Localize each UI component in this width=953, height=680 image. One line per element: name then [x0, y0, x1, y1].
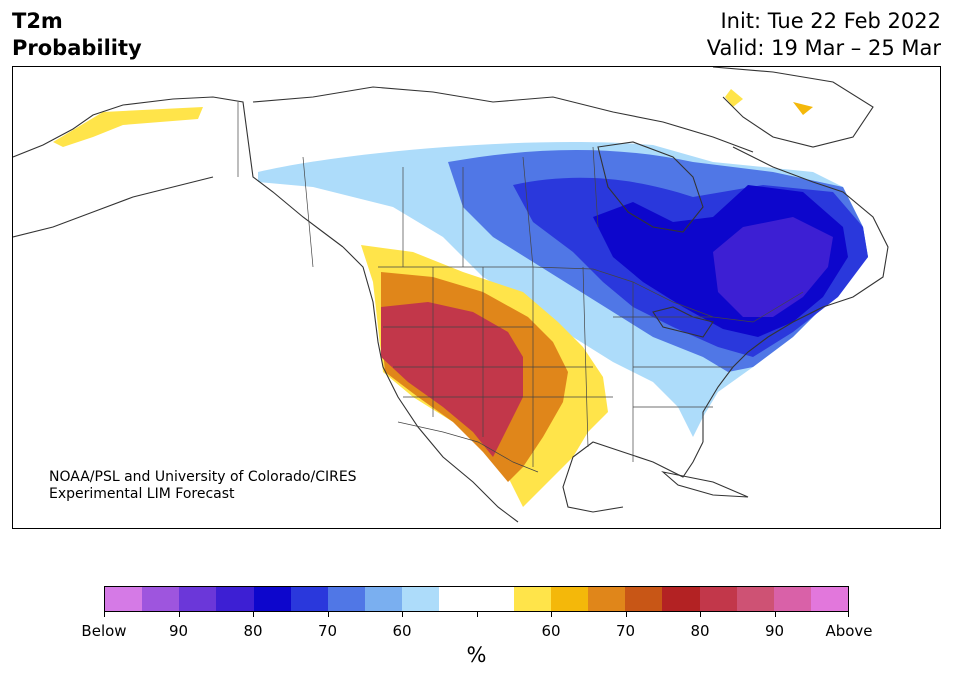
credit-line-1: NOAA/PSL and University of Colorado/CIRE…: [49, 469, 357, 485]
colorbar-tick: [327, 612, 329, 617]
colorbar-segment: [105, 587, 143, 611]
colorbar-segment: [699, 587, 737, 611]
us-canada-border: [378, 266, 804, 323]
above-normal-shading: [53, 89, 813, 507]
colorbar-segment: [290, 587, 328, 611]
colorbar-tick: [476, 612, 478, 617]
colorbar-ticks: [104, 612, 849, 620]
credit-text: NOAA/PSL and University of Colorado/CIRE…: [49, 469, 357, 503]
arctic-above-island-1: [725, 89, 743, 107]
date-info: Init: Tue 22 Feb 2022 Valid: 19 Mar – 25…: [707, 8, 941, 62]
colorbar-segment: [253, 587, 291, 611]
colorbar-segment: [662, 587, 700, 611]
colorbar-tick: [178, 612, 180, 617]
above-80-region: [381, 302, 523, 457]
north-coast: [252, 86, 754, 153]
colorbar-tick: [253, 612, 254, 617]
colorbar-tick: [700, 612, 701, 617]
product-label: Probability: [12, 36, 142, 60]
colorbar-tick-label: Above: [825, 622, 873, 640]
below-normal-shading: [258, 142, 868, 438]
map-canvas: [13, 67, 889, 523]
colorbar-tick-label: 80: [690, 622, 710, 640]
colorbar-segment: [773, 587, 811, 611]
coastlines: [13, 67, 889, 523]
colorbar-segment: [402, 587, 440, 611]
colorbar-segment: [513, 587, 551, 611]
arctic-above-region: [53, 107, 203, 147]
init-date: Init: Tue 22 Feb 2022: [720, 9, 941, 33]
colorbar-tick-label: 60: [541, 622, 561, 640]
us-mexico-border: [397, 421, 539, 473]
valid-date: Valid: 19 Mar – 25 Mar: [706, 36, 941, 60]
colorbar-segment: [810, 587, 849, 611]
colorbar-segment: [216, 587, 254, 611]
colorbar-segment: [588, 587, 626, 611]
gulf-coast: [562, 441, 704, 513]
alaska-coast: [13, 96, 344, 248]
west-coast: [342, 246, 519, 523]
colorbar-tick: [551, 612, 552, 617]
colorbar-tick: [774, 612, 776, 617]
colorbar-unit-label: %: [466, 643, 487, 667]
colorbar-segment: [142, 587, 180, 611]
colorbar-tick-label: 70: [317, 622, 338, 640]
colorbar-segment: [365, 587, 403, 611]
colorbar-tick-label: Below: [81, 622, 127, 640]
colorbar-tick-label: 70: [615, 622, 636, 640]
colorbar-tick: [104, 612, 105, 617]
colorbar-tick: [848, 612, 849, 617]
colorbar-segment: [625, 587, 663, 611]
province-lines: [302, 146, 599, 268]
state-lines: [383, 266, 733, 467]
colorbar-tick: [625, 612, 627, 617]
colorbar-tick: [402, 612, 403, 617]
forecast-map: [12, 66, 941, 529]
variable-label: T2m: [12, 9, 63, 33]
colorbar-segment: [439, 587, 477, 611]
hudson-bay: [597, 141, 704, 233]
colorbar-segment: [327, 587, 366, 611]
colorbar-tick-label: 90: [168, 622, 189, 640]
borders: [237, 102, 804, 473]
colorbar-segment: [179, 587, 217, 611]
greenland-coast: [712, 67, 874, 148]
labrador-coast: [732, 146, 889, 308]
colorbar-segment: [736, 587, 774, 611]
east-coast: [702, 306, 824, 442]
colorbar-tick-label: 80: [243, 622, 263, 640]
colorbar: [104, 586, 849, 612]
colorbar-labels: Below 90 80 70 60 60 70 80 90 Above: [81, 622, 872, 640]
colorbar-segment: [476, 587, 514, 611]
arctic-above-island-2: [793, 102, 813, 115]
colorbar-segment: [550, 587, 589, 611]
credit-line-2: Experimental LIM Forecast: [49, 486, 235, 502]
map-title: T2m Probability: [12, 8, 142, 62]
cuba: [661, 471, 749, 498]
colorbar-tick-label: 60: [392, 622, 412, 640]
colorbar-tick-label: 90: [764, 622, 785, 640]
great-lakes: [652, 306, 714, 338]
